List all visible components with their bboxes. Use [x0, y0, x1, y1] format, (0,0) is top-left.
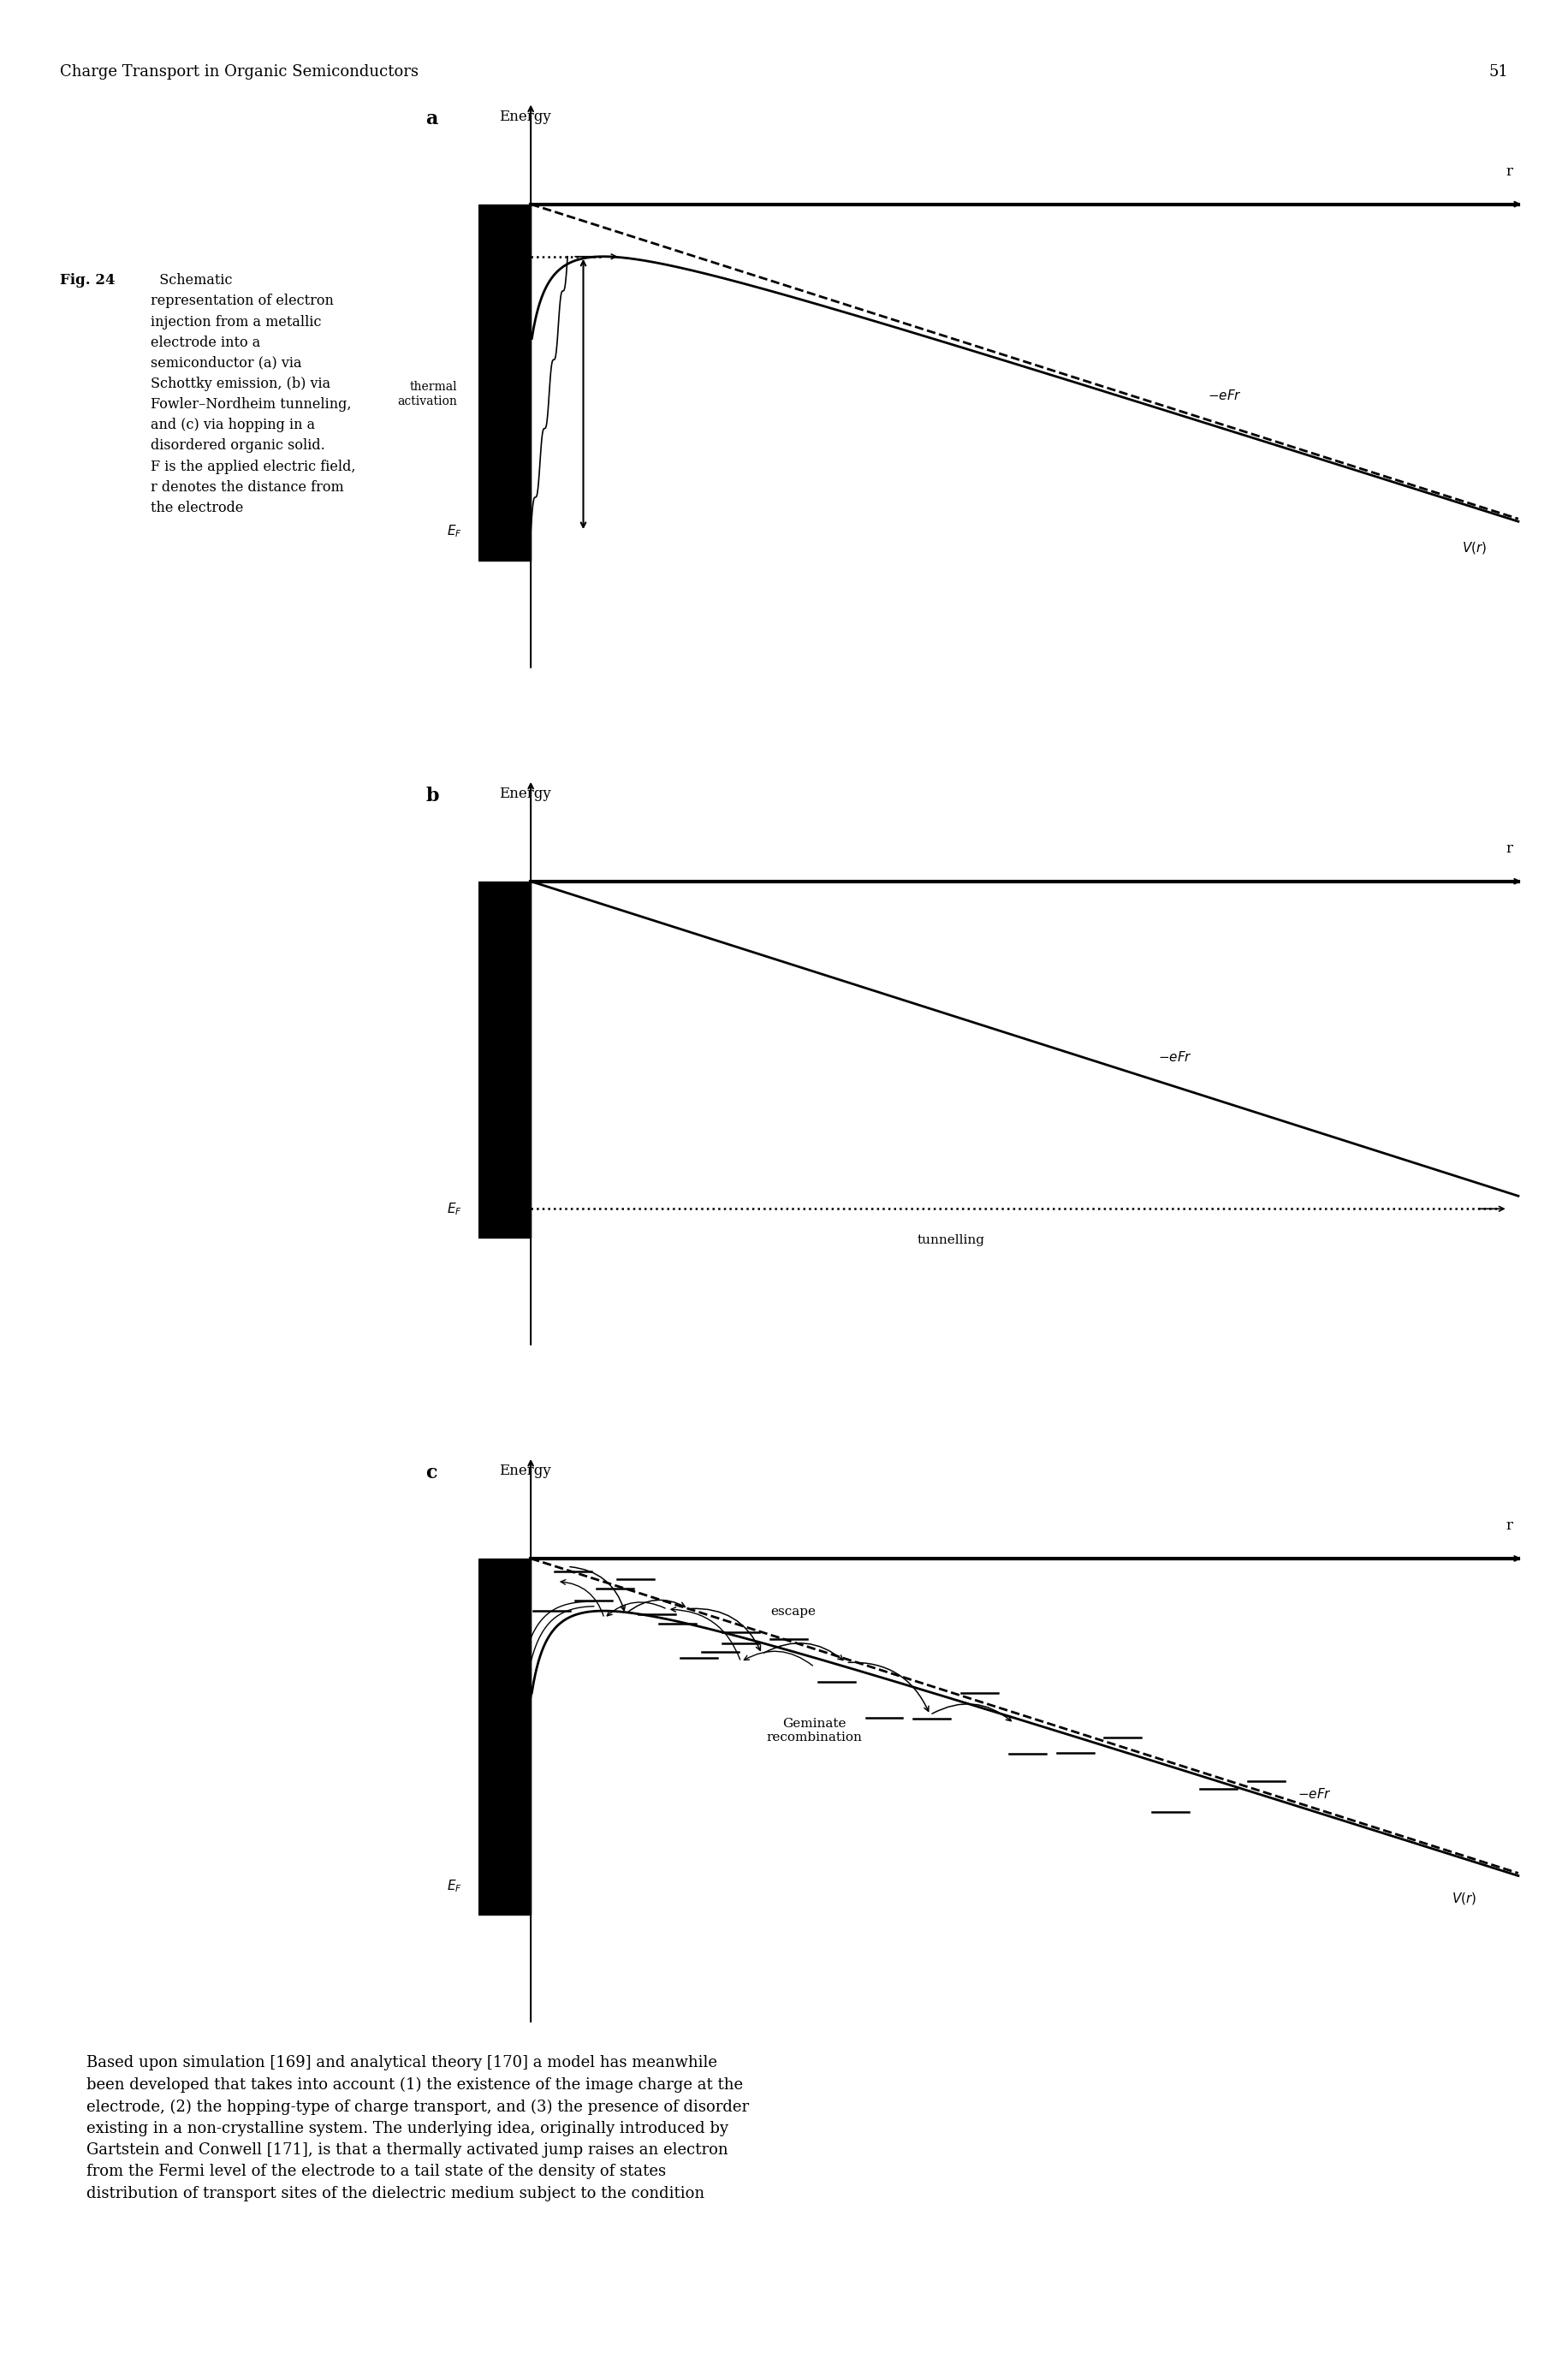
- Text: $-eFr$: $-eFr$: [1298, 1787, 1331, 1801]
- Text: tunnelling: tunnelling: [917, 1233, 985, 1247]
- Text: $E_F$: $E_F$: [447, 1877, 463, 1894]
- Text: Charge Transport in Organic Semiconductors: Charge Transport in Organic Semiconducto…: [60, 64, 419, 78]
- Text: thermal
activation: thermal activation: [397, 380, 458, 406]
- Bar: [478, 881, 530, 1238]
- Text: r: r: [1507, 164, 1513, 178]
- Bar: [478, 204, 530, 561]
- Text: $-eFr$: $-eFr$: [1157, 1050, 1192, 1064]
- Text: $V(r)$: $V(r)$: [1452, 1891, 1475, 1906]
- Text: r: r: [1507, 1518, 1513, 1533]
- Bar: [478, 1559, 530, 1915]
- Text: 51: 51: [1490, 64, 1508, 78]
- Text: c: c: [425, 1464, 437, 1483]
- Text: Schematic
representation of electron
injection from a metallic
electrode into a
: Schematic representation of electron inj…: [151, 273, 356, 516]
- Text: Fig. 24: Fig. 24: [60, 273, 114, 287]
- Text: a: a: [425, 109, 437, 128]
- Text: Energy: Energy: [499, 109, 552, 124]
- Text: Energy: Energy: [499, 1464, 552, 1478]
- Text: $E_F$: $E_F$: [447, 523, 463, 539]
- Text: Geminate
recombination: Geminate recombination: [767, 1718, 862, 1744]
- Text: $E_F$: $E_F$: [447, 1200, 463, 1217]
- Text: r: r: [1507, 841, 1513, 855]
- Text: b: b: [425, 786, 439, 805]
- Text: $-eFr$: $-eFr$: [1207, 390, 1242, 402]
- Text: $V(r)$: $V(r)$: [1461, 539, 1486, 556]
- Text: escape: escape: [771, 1606, 815, 1618]
- Text: Based upon simulation [169] and analytical theory [170] a model has meanwhile
be: Based upon simulation [169] and analytic…: [86, 2055, 750, 2200]
- Text: Energy: Energy: [499, 786, 552, 801]
